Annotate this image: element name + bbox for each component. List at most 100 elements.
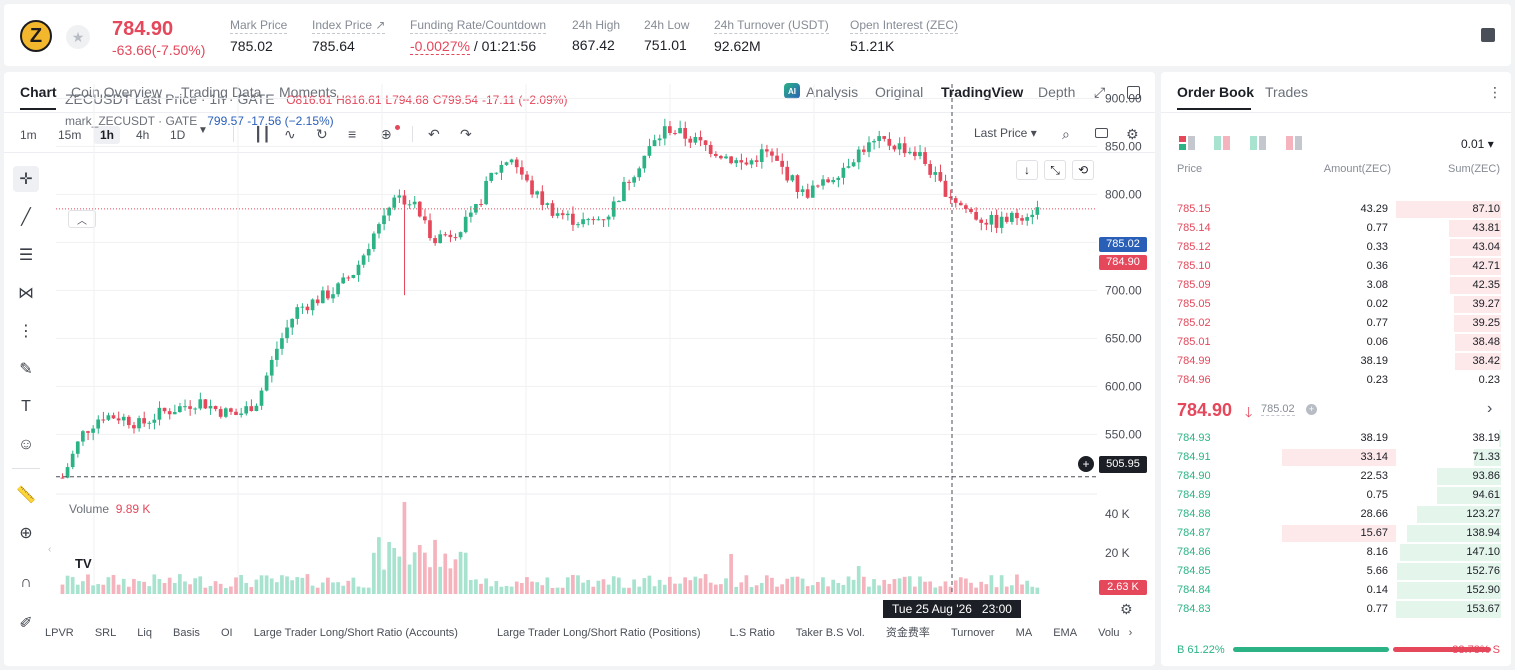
more-options-icon[interactable]: ⋮ bbox=[1488, 84, 1502, 100]
bid-row[interactable]: 784.88 28.66 123.27 bbox=[1161, 505, 1511, 524]
ind-oi[interactable]: OI bbox=[221, 627, 233, 639]
camera-icon[interactable] bbox=[1095, 128, 1108, 138]
redo-icon[interactable]: ↷ bbox=[460, 126, 472, 142]
ind-taker-bs-vol[interactable]: Taker B.S Vol. bbox=[795, 627, 865, 639]
tf-1m[interactable]: 1m bbox=[20, 128, 37, 142]
ind-lpvr[interactable]: LPVR bbox=[45, 627, 74, 639]
tab-order-book[interactable]: Order Book bbox=[1177, 84, 1255, 100]
view-asks-icon[interactable] bbox=[1286, 136, 1302, 150]
stat-index-price[interactable]: Index Price ↗ 785.64 bbox=[312, 18, 386, 54]
ask-row[interactable]: 785.01 0.06 38.48 bbox=[1161, 333, 1511, 352]
magnet-icon[interactable]: ∩ bbox=[20, 574, 32, 591]
time-settings-icon[interactable]: ⚙ bbox=[1120, 601, 1133, 617]
favorite-star-icon[interactable]: ★ bbox=[66, 25, 90, 49]
fib-lines-icon[interactable]: ☰ bbox=[18, 247, 34, 264]
ind-turnover[interactable]: Turnover bbox=[950, 627, 995, 639]
bid-row[interactable]: 784.84 0.14 152.90 bbox=[1161, 581, 1511, 600]
tab-trades[interactable]: Trades bbox=[1265, 84, 1309, 100]
ind-srl[interactable]: SRL bbox=[94, 627, 117, 639]
ask-row[interactable]: 784.99 38.19 38.42 bbox=[1161, 352, 1511, 371]
ask-row[interactable]: 785.10 0.36 42.71 bbox=[1161, 257, 1511, 276]
bid-row[interactable]: 784.90 22.53 93.86 bbox=[1161, 467, 1511, 486]
view-analysis[interactable]: Analysis bbox=[806, 84, 859, 100]
projection-icon[interactable]: ⋮ bbox=[18, 323, 34, 340]
tab-trading-data[interactable]: Trading Data bbox=[181, 84, 262, 100]
undo-icon[interactable]: ↶ bbox=[428, 126, 440, 142]
text-tool-icon[interactable]: T bbox=[21, 398, 31, 415]
ind-large-trader-positions[interactable]: Large Trader Long/Short Ratio (Positions… bbox=[496, 627, 701, 639]
volume-bar bbox=[504, 585, 509, 594]
tab-chart[interactable]: Chart bbox=[20, 84, 57, 100]
bid-row[interactable]: 784.91 33.14 71.33 bbox=[1161, 448, 1511, 467]
tf-1d[interactable]: 1D bbox=[170, 128, 186, 142]
indicator-scroll-right-icon[interactable]: › bbox=[1128, 627, 1133, 639]
ask-row[interactable]: 785.12 0.33 43.04 bbox=[1161, 238, 1511, 257]
depth-bar bbox=[1397, 582, 1501, 599]
tf-4h[interactable]: 4h bbox=[136, 128, 150, 142]
view-mixed-icon[interactable] bbox=[1214, 136, 1230, 150]
volume-bar bbox=[280, 575, 284, 594]
ask-row[interactable]: 785.15 43.29 87.10 bbox=[1161, 200, 1511, 219]
settings-gear-icon[interactable]: ⚙ bbox=[1126, 126, 1139, 142]
precision-select[interactable]: 0.01 ▾ bbox=[1461, 137, 1494, 151]
bid-row[interactable]: 784.93 38.19 38.19 bbox=[1161, 429, 1511, 448]
ind-volume[interactable]: Volu bbox=[1098, 627, 1120, 639]
add-compare-icon[interactable]: ⊕ bbox=[380, 126, 392, 142]
trend-line-icon[interactable]: ╱ bbox=[21, 209, 31, 226]
price-type-select[interactable]: Last Price ▾ bbox=[974, 126, 1037, 140]
replay-icon[interactable]: ↻ bbox=[316, 126, 328, 142]
ind-funding-rate[interactable]: 资金费率 bbox=[885, 627, 930, 639]
tf-15m[interactable]: 15m bbox=[58, 128, 82, 142]
emoji-icon[interactable]: ☺ bbox=[17, 436, 35, 453]
pattern-icon[interactable]: ⋈ bbox=[18, 285, 34, 302]
ind-ema[interactable]: EMA bbox=[1053, 627, 1078, 639]
add-alert-icon[interactable]: + bbox=[1078, 456, 1094, 472]
scroll-down-icon[interactable]: ↓ bbox=[1016, 160, 1038, 180]
indicators-icon[interactable]: ∿ bbox=[284, 126, 296, 142]
templates-icon[interactable]: ≡ bbox=[348, 126, 357, 142]
info-icon[interactable]: + bbox=[1306, 404, 1317, 415]
bid-row[interactable]: 784.87 15.67 138.94 bbox=[1161, 524, 1511, 543]
candle-body bbox=[70, 453, 75, 468]
ind-ls-ratio[interactable]: L.S Ratio bbox=[729, 627, 775, 639]
view-tradingview[interactable]: TradingView bbox=[941, 84, 1024, 100]
view-both-icon[interactable] bbox=[1179, 136, 1195, 150]
candlestick-chart[interactable]: 900.00850.00800.00750.00700.00650.00600.… bbox=[56, 84, 1155, 594]
candle-body bbox=[902, 143, 907, 154]
tf-1h[interactable]: 1h bbox=[94, 126, 121, 144]
chevron-right-icon[interactable]: › bbox=[1487, 400, 1493, 417]
brush-icon[interactable]: ✎ bbox=[19, 361, 33, 378]
collapse-pane-icon[interactable]: ‹ bbox=[48, 544, 52, 555]
ind-liq[interactable]: Liq bbox=[137, 627, 152, 639]
view-original[interactable]: Original bbox=[875, 84, 924, 100]
bid-row[interactable]: 784.89 0.75 94.61 bbox=[1161, 486, 1511, 505]
candle-type-icon[interactable]: ┃┃ bbox=[254, 126, 271, 142]
bid-row[interactable]: 784.86 8.16 147.10 bbox=[1161, 543, 1511, 562]
window-icon[interactable] bbox=[1127, 86, 1140, 99]
collapse-icon[interactable]: ⤡ bbox=[1044, 160, 1066, 180]
ask-row[interactable]: 785.14 0.77 43.81 bbox=[1161, 219, 1511, 238]
bid-row[interactable]: 784.83 0.77 153.67 bbox=[1161, 600, 1511, 619]
candle-body bbox=[647, 146, 652, 156]
view-depth[interactable]: Depth bbox=[1038, 84, 1076, 100]
ask-row[interactable]: 785.09 3.08 42.35 bbox=[1161, 276, 1511, 295]
ind-large-trader-accounts[interactable]: Large Trader Long/Short Ratio (Accounts) bbox=[253, 627, 458, 639]
view-bids-icon[interactable] bbox=[1250, 136, 1266, 150]
fullscreen-icon[interactable]: ⤢ bbox=[1094, 84, 1106, 100]
crosshair-icon[interactable]: ✛ bbox=[13, 166, 39, 192]
ind-basis[interactable]: Basis bbox=[173, 627, 200, 639]
collapse-legend-icon[interactable]: ︿ bbox=[68, 210, 96, 228]
timeframe-dropdown-icon[interactable]: ▼ bbox=[198, 125, 208, 136]
ask-row[interactable]: 785.02 0.77 39.25 bbox=[1161, 314, 1511, 333]
ind-ma[interactable]: MA bbox=[1015, 627, 1033, 639]
guide-book-icon[interactable] bbox=[1481, 28, 1495, 42]
reset-icon[interactable]: ⟲ bbox=[1072, 160, 1094, 180]
search-icon[interactable]: ⌕ bbox=[1062, 126, 1070, 142]
tab-moments[interactable]: Moments bbox=[279, 84, 337, 100]
bid-row[interactable]: 784.85 5.66 152.76 bbox=[1161, 562, 1511, 581]
ask-row[interactable]: 784.96 0.23 0.23 bbox=[1161, 371, 1511, 390]
pencil-icon[interactable]: ✐ bbox=[19, 615, 33, 632]
ask-row[interactable]: 785.05 0.02 39.27 bbox=[1161, 295, 1511, 314]
ruler-icon[interactable]: 📏 bbox=[16, 487, 36, 504]
zoom-in-icon[interactable]: ⊕ bbox=[19, 525, 33, 542]
